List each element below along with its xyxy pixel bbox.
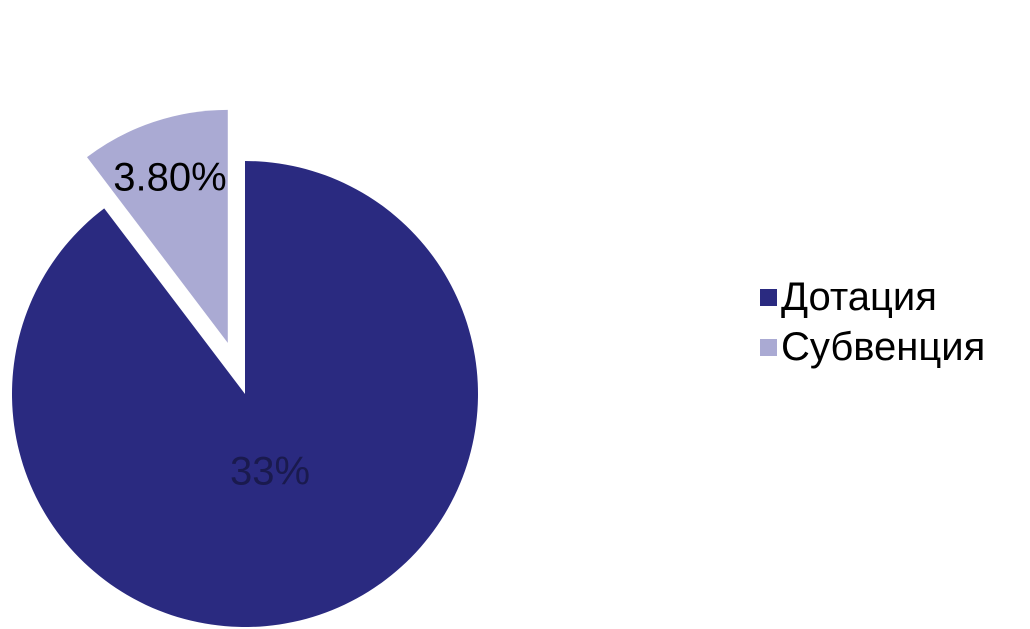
legend-label-dotatsiya: Дотация: [781, 274, 937, 319]
legend-item-dotatsiya: Дотация: [760, 272, 985, 322]
pie-slice-dotatsiya: [11, 161, 479, 628]
legend-item-subventsiya: Субвенция: [760, 322, 985, 372]
legend-label-subventsiya: Субвенция: [781, 324, 986, 369]
legend-swatch-subventsiya: [760, 338, 777, 356]
legend: Дотация Субвенция: [760, 272, 985, 372]
data-label-dotatsiya: 33%: [230, 450, 310, 494]
legend-swatch-dotatsiya: [760, 288, 777, 306]
data-label-subventsiya: 3.80%: [113, 156, 226, 200]
pie-slice-subventsiya: [87, 109, 228, 343]
